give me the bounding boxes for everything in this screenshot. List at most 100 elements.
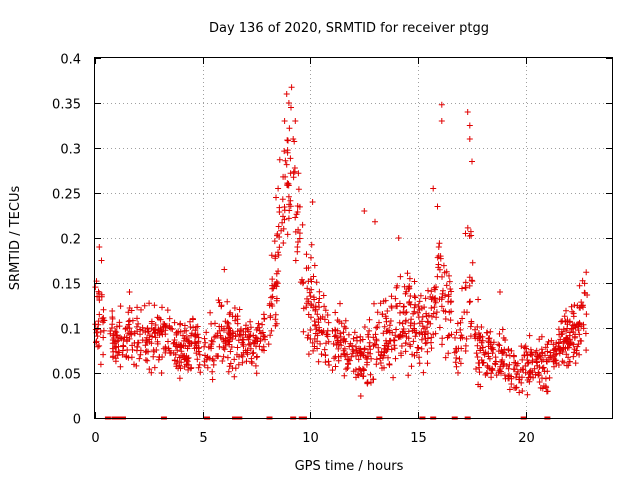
data-point bbox=[308, 254, 314, 261]
data-point bbox=[108, 325, 115, 331]
data-point bbox=[439, 273, 445, 280]
data-point bbox=[171, 357, 178, 364]
data-point bbox=[150, 327, 157, 333]
data-point bbox=[408, 363, 415, 370]
data-point bbox=[360, 352, 367, 359]
data-point bbox=[522, 369, 529, 376]
data-point bbox=[370, 376, 377, 383]
data-point bbox=[275, 223, 282, 230]
data-point bbox=[518, 379, 525, 386]
data-point bbox=[285, 137, 291, 144]
data-point bbox=[100, 306, 107, 313]
data-point bbox=[371, 300, 377, 307]
data-point bbox=[292, 214, 299, 221]
data-point bbox=[309, 199, 316, 205]
data-point bbox=[284, 149, 291, 156]
data-point bbox=[204, 364, 211, 371]
data-point bbox=[125, 321, 132, 328]
data-point bbox=[344, 365, 351, 371]
data-point bbox=[234, 344, 241, 351]
data-point bbox=[292, 118, 299, 124]
data-point bbox=[415, 345, 422, 351]
data-point bbox=[361, 346, 368, 353]
data-point bbox=[578, 299, 585, 306]
data-point bbox=[185, 361, 192, 368]
data-point bbox=[259, 329, 266, 336]
data-point bbox=[149, 333, 155, 340]
data-point bbox=[355, 372, 362, 379]
data-point bbox=[312, 321, 319, 328]
data-point bbox=[128, 307, 135, 314]
data-point bbox=[97, 361, 104, 368]
data-point bbox=[418, 336, 425, 343]
data-point bbox=[500, 335, 507, 341]
data-point bbox=[392, 355, 399, 362]
data-point bbox=[496, 330, 503, 337]
data-point bbox=[583, 311, 590, 318]
data-point bbox=[532, 349, 539, 356]
data-point bbox=[267, 332, 274, 339]
data-point bbox=[358, 348, 364, 355]
data-point bbox=[488, 345, 495, 352]
data-point bbox=[542, 344, 549, 351]
x-tick-label: 5 bbox=[199, 431, 207, 446]
data-point bbox=[109, 308, 116, 314]
data-point bbox=[455, 369, 461, 376]
data-point bbox=[247, 332, 254, 339]
data-point bbox=[310, 347, 317, 354]
data-point bbox=[386, 337, 393, 344]
data-point bbox=[410, 338, 417, 345]
data-point bbox=[115, 343, 122, 350]
data-point bbox=[428, 334, 435, 341]
data-point bbox=[419, 318, 425, 325]
data-point bbox=[325, 319, 332, 326]
data-point bbox=[338, 320, 345, 327]
data-point bbox=[477, 383, 484, 390]
data-point bbox=[540, 364, 547, 371]
data-point bbox=[446, 278, 453, 285]
data-point bbox=[489, 367, 496, 374]
data-point bbox=[305, 264, 312, 271]
data-point bbox=[300, 279, 307, 286]
data-point bbox=[276, 244, 283, 251]
data-point bbox=[370, 342, 377, 349]
data-point bbox=[314, 311, 321, 318]
data-point bbox=[285, 100, 292, 106]
data-point bbox=[551, 363, 557, 370]
data-point bbox=[466, 299, 473, 306]
data-point bbox=[467, 228, 474, 235]
data-point bbox=[272, 316, 279, 323]
data-point bbox=[377, 355, 384, 362]
data-point bbox=[402, 340, 409, 346]
data-point bbox=[133, 323, 140, 330]
data-point bbox=[422, 295, 429, 302]
data-point bbox=[95, 321, 102, 328]
data-point bbox=[396, 300, 403, 307]
data-point bbox=[386, 322, 393, 329]
data-point bbox=[279, 196, 286, 203]
data-point bbox=[208, 320, 215, 327]
data-point bbox=[368, 379, 374, 386]
data-point bbox=[166, 315, 173, 322]
data-point bbox=[186, 340, 193, 347]
data-point bbox=[330, 340, 337, 347]
data-point bbox=[173, 331, 180, 338]
data-point bbox=[307, 327, 314, 333]
data-point bbox=[191, 345, 198, 352]
data-point bbox=[566, 358, 573, 365]
data-point bbox=[136, 355, 143, 362]
data-point bbox=[296, 235, 303, 242]
data-point bbox=[307, 293, 314, 300]
data-point bbox=[308, 302, 315, 309]
data-point bbox=[248, 358, 255, 365]
data-point bbox=[440, 307, 447, 314]
data-point bbox=[206, 355, 213, 362]
data-point bbox=[262, 334, 268, 340]
data-point bbox=[428, 288, 435, 295]
data-point bbox=[448, 298, 455, 305]
data-point bbox=[273, 270, 280, 277]
data-point bbox=[176, 362, 183, 369]
data-point bbox=[308, 278, 315, 285]
data-point bbox=[544, 341, 551, 348]
data-point bbox=[261, 315, 268, 322]
